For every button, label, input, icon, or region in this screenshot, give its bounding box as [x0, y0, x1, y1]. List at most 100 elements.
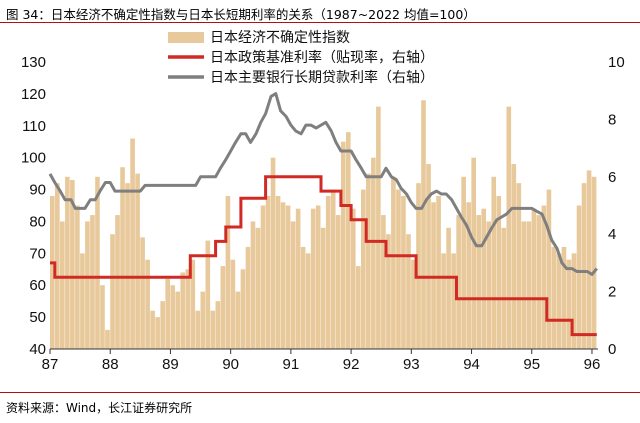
bar — [421, 100, 426, 350]
bar — [225, 195, 231, 349]
bar — [65, 176, 70, 349]
x-axis-ticks: 87 88 89 90 91 92 93 94 95 96 — [42, 349, 601, 373]
bar — [240, 269, 246, 349]
source-rule — [0, 392, 640, 393]
bar — [516, 183, 522, 349]
y-left-tick-label: 120 — [21, 86, 46, 103]
bar — [275, 195, 281, 349]
y-right-tick-label: 6 — [608, 169, 616, 186]
bar — [456, 215, 461, 349]
bar — [556, 253, 562, 349]
bar — [481, 208, 487, 349]
bar — [90, 215, 95, 349]
bar — [125, 183, 130, 349]
bar — [170, 285, 176, 349]
bar — [160, 301, 165, 349]
y-left-tick-label: 70 — [29, 245, 46, 262]
bar — [366, 173, 371, 349]
bar — [270, 157, 276, 349]
bar — [386, 234, 391, 349]
y-axis-left-ticks: 40 50 60 70 80 90 100 110 120 130 — [21, 54, 46, 358]
y-left-tick-label: 60 — [29, 277, 46, 294]
bar — [581, 183, 587, 349]
bar — [130, 138, 135, 349]
bar — [200, 291, 206, 349]
bar — [376, 106, 381, 349]
bar — [320, 227, 326, 349]
bar — [300, 246, 306, 349]
x-tick-label: 92 — [343, 356, 360, 373]
bar — [561, 246, 567, 349]
bar — [210, 310, 216, 349]
bar — [175, 291, 181, 349]
bar — [185, 269, 191, 349]
x-tick-label: 95 — [523, 356, 540, 373]
bar — [546, 189, 552, 349]
bar — [531, 208, 537, 349]
y-right-tick-label: 10 — [608, 54, 625, 71]
bar — [305, 253, 311, 349]
bar — [150, 310, 155, 349]
x-tick-label: 89 — [162, 356, 179, 373]
bar — [95, 176, 100, 349]
bar — [80, 253, 85, 349]
bar — [551, 246, 557, 349]
line-series-policy-rate — [50, 175, 597, 337]
x-tick-label: 94 — [463, 356, 480, 373]
y-left-tick-label: 80 — [29, 213, 46, 230]
bar — [310, 208, 316, 349]
bar — [325, 195, 331, 349]
y-left-tick-label: 130 — [21, 54, 46, 71]
bar — [476, 215, 482, 349]
legend-label: 日本经济不确定性指数 — [210, 30, 350, 46]
bar — [416, 183, 421, 349]
bar — [190, 259, 196, 349]
bar — [110, 234, 115, 349]
bar — [340, 141, 346, 349]
bar — [115, 215, 120, 349]
bar — [230, 259, 236, 349]
bar — [350, 208, 356, 349]
bar — [466, 202, 471, 349]
bar — [235, 291, 241, 349]
bar — [105, 329, 110, 349]
bar — [436, 195, 441, 349]
bar — [496, 195, 502, 349]
bar — [135, 173, 140, 349]
y-left-tick-label: 110 — [22, 118, 46, 135]
bar — [215, 301, 221, 349]
bar — [50, 195, 55, 349]
y-axis-right-ticks: 0 2 4 6 8 10 — [608, 54, 625, 358]
bar — [571, 253, 577, 349]
bar — [381, 215, 386, 349]
bar — [335, 215, 341, 349]
bar — [441, 253, 446, 349]
bar — [205, 240, 211, 349]
bar — [591, 176, 597, 349]
line-series-long-term-loan-rate — [48, 92, 598, 276]
bar — [401, 195, 406, 349]
bar — [461, 176, 466, 349]
x-tick-label: 96 — [584, 356, 601, 373]
bar — [330, 189, 336, 349]
y-right-tick-label: 8 — [608, 111, 616, 128]
bar — [391, 176, 396, 349]
bar — [250, 221, 256, 349]
x-tick-label: 87 — [42, 356, 59, 373]
x-tick-label: 93 — [403, 356, 420, 373]
bar — [55, 183, 60, 349]
bar — [120, 167, 125, 349]
legend-label: 日本政策基准利率（贴现率，右轴） — [210, 49, 434, 66]
bar — [361, 189, 366, 349]
bar — [255, 227, 261, 349]
bar-series-uncertainty-index — [50, 100, 597, 350]
legend-swatch-bar — [168, 32, 204, 43]
bar — [506, 106, 512, 349]
bar — [396, 189, 401, 349]
bar — [280, 202, 286, 349]
bar — [195, 310, 201, 349]
bar — [85, 221, 90, 349]
bar — [290, 221, 296, 349]
